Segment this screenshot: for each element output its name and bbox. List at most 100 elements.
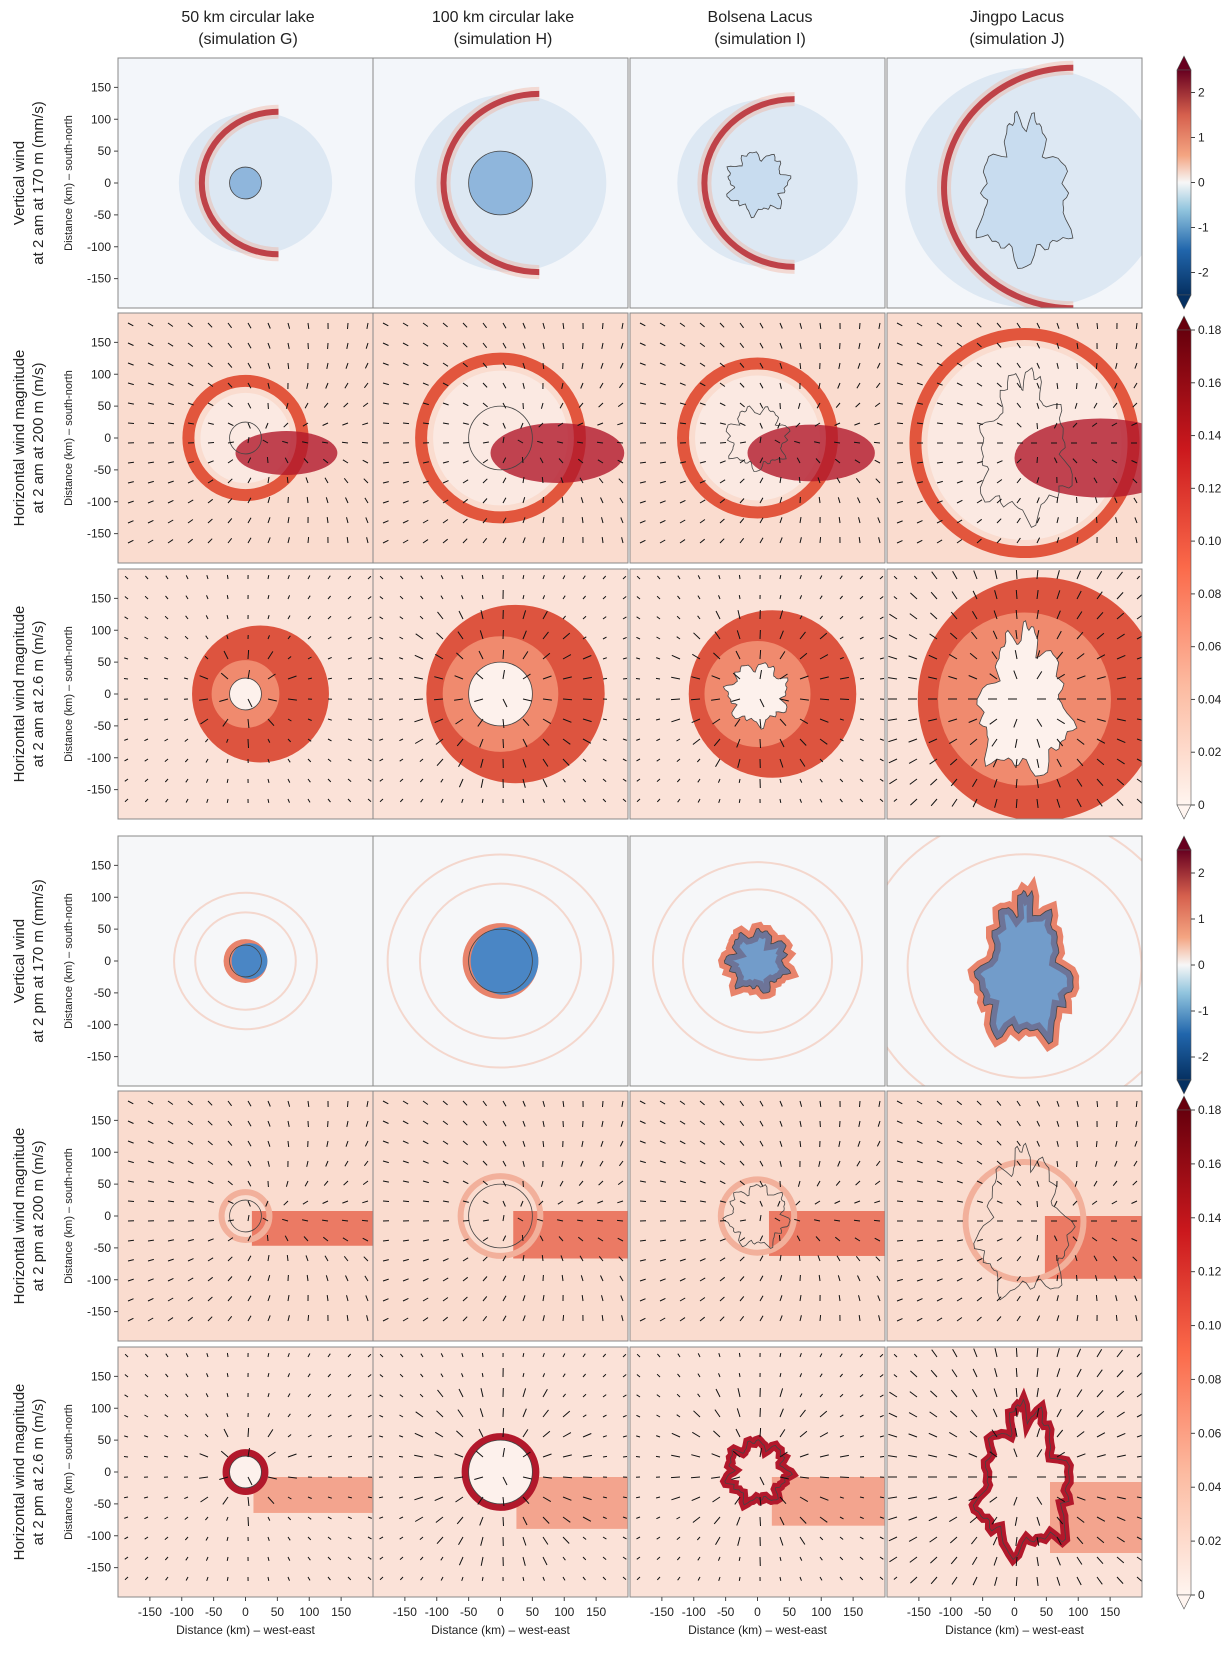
panel-grid	[117, 57, 1143, 1598]
panel-frame-r4-c1	[372, 1090, 629, 1342]
xtick-label-c1-2: -50	[460, 1605, 478, 1619]
ytick-label-r4-4: -50	[94, 1241, 112, 1255]
panel-frame-r1-c3	[886, 312, 1143, 564]
panel-r3-c3	[886, 835, 1143, 1087]
panel-r1-c3	[886, 312, 1143, 564]
ytick-label-r4-5: -100	[87, 1273, 111, 1287]
colorbar-horizontal-bottom-label-8: 0.02	[1198, 1534, 1222, 1548]
ytick-label-r1-0: 150	[91, 335, 111, 349]
y-axis-label-0: Distance (km) – south-north	[63, 115, 75, 251]
xtick-label-c1-3: 0	[497, 1605, 504, 1619]
colorbar-horizontal-top-label-4: 0.10	[1198, 534, 1222, 548]
y-axis-label-2: Distance (km) – south-north	[63, 626, 75, 762]
xtick-label-c3-3: 0	[1011, 1605, 1018, 1619]
panel-frame-r3-c1	[372, 835, 629, 1087]
panel-frame-r0-c3	[886, 57, 1143, 309]
panel-r0-c3	[886, 57, 1143, 309]
ytick-label-r1-4: -50	[94, 463, 112, 477]
xtick-label-c2-3: 0	[754, 1605, 761, 1619]
ytick-label-r3-1: 100	[91, 890, 111, 904]
panel-r5-c2	[629, 1346, 886, 1598]
xtick-label-c1-4: 50	[526, 1605, 540, 1619]
panel-frame-r1-c2	[629, 312, 886, 564]
panel-r1-c0	[117, 312, 374, 564]
ytick-label-r2-2: 50	[98, 655, 112, 669]
x-axis-label-c2: Distance (km) – west-east	[688, 1623, 827, 1637]
xtick-label-c2-4: 50	[783, 1605, 797, 1619]
ytick-label-r0-0: 150	[91, 80, 111, 94]
xtick-label-c3-5: 100	[1068, 1605, 1088, 1619]
panel-frame-r2-c3	[886, 568, 1143, 820]
panel-r3-c2	[629, 835, 886, 1087]
row-label-3-line1: Vertical wind	[11, 919, 28, 1003]
y-axis-label-3: Distance (km) – south-north	[63, 893, 75, 1029]
ytick-label-r4-6: -150	[87, 1305, 111, 1319]
panel-r5-c3	[886, 1346, 1143, 1598]
ytick-label-r3-0: 150	[91, 858, 111, 872]
xtick-label-c3-4: 50	[1040, 1605, 1054, 1619]
colorbar-horizontal-bottom-label-2: 0.14	[1198, 1211, 1222, 1225]
row-label-5-line1: Horizontal wind magnitude	[11, 1384, 28, 1561]
colorbar-vertical-top: 2 1 0 -1 -2	[1176, 55, 1209, 310]
ytick-label-r3-6: -150	[87, 1050, 111, 1064]
ytick-label-r0-1: 100	[91, 112, 111, 126]
ytick-label-r0-6: -150	[87, 272, 111, 286]
panel-r2-c1	[372, 568, 629, 820]
ytick-label-r2-4: -50	[94, 719, 112, 733]
ytick-label-r1-3: 0	[104, 431, 111, 445]
panel-frame-r4-c2	[629, 1090, 886, 1342]
col-subtitle-1: (simulation H)	[454, 31, 553, 48]
xtick-label-c3-0: -150	[907, 1605, 931, 1619]
col-title-3: Jingpo Lacus	[970, 9, 1064, 26]
xtick-label-c0-5: 100	[299, 1605, 319, 1619]
ytick-label-r1-6: -150	[87, 527, 111, 541]
colorbar-vertical-bottom: 2 1 0 -1 -2	[1176, 835, 1209, 1095]
ytick-label-r5-2: 50	[98, 1433, 112, 1447]
row-label-3-line2: at 2 pm at 170 m (mm/s)	[30, 879, 47, 1042]
ytick-label-r4-3: 0	[104, 1209, 111, 1223]
colorbar-horizontal-top-label-7: 0.04	[1198, 692, 1222, 706]
panel-frame-r4-c3	[886, 1090, 1143, 1342]
panel-r1-c2	[629, 312, 886, 564]
ytick-label-r2-3: 0	[104, 687, 111, 701]
col-title-0: 50 km circular lake	[181, 9, 314, 26]
xtick-label-c0-1: -100	[170, 1605, 194, 1619]
ytick-label-r5-3: 0	[104, 1465, 111, 1479]
ytick-label-r2-5: -100	[87, 751, 111, 765]
ytick-label-r3-3: 0	[104, 954, 111, 968]
panel-frame-r2-c1	[372, 568, 629, 820]
xtick-label-c2-6: 150	[843, 1605, 863, 1619]
colorbar-horizontal-top-label-8: 0.02	[1198, 745, 1222, 759]
panel-frame-r0-c1	[372, 57, 629, 309]
ytick-label-r2-0: 150	[91, 591, 111, 605]
ytick-label-r1-5: -100	[87, 495, 111, 509]
colorbar-horizontal-bottom-label-6: 0.06	[1198, 1426, 1222, 1440]
panel-r4-c0	[117, 1090, 374, 1342]
colorbar-horizontal-bottom-label-5: 0.08	[1198, 1372, 1222, 1386]
colorbar-horizontal-bottom-label-3: 0.12	[1198, 1265, 1222, 1279]
panel-r0-c0	[117, 57, 374, 309]
axes: 150 100 50 0 -50 -100 -150 150 100 50 0 -50 -100 -150…	[87, 80, 1120, 1637]
colorbar-vertical-bottom-label-1: 1	[1198, 912, 1205, 926]
colorbar-horizontal-bottom-label-4: 0.10	[1198, 1319, 1222, 1333]
colorbar-vertical-top-label-3: -1	[1198, 221, 1209, 235]
xtick-label-c0-4: 50	[271, 1605, 285, 1619]
row-label-0-line2: at 2 am at 170 m (mm/s)	[30, 101, 47, 264]
ytick-label-r0-3: 0	[104, 176, 111, 190]
ytick-label-r5-6: -150	[87, 1561, 111, 1575]
panel-r2-c3	[886, 568, 1143, 820]
column-titles: 50 km circular lake (simulation G) 100 k…	[181, 9, 1064, 48]
ytick-label-r3-2: 50	[98, 922, 112, 936]
ytick-label-r5-4: -50	[94, 1497, 112, 1511]
ytick-label-r3-5: -100	[87, 1018, 111, 1032]
ytick-label-r1-1: 100	[91, 367, 111, 381]
panel-r2-c0	[117, 568, 374, 820]
row-label-0-line1: Vertical wind	[11, 141, 28, 225]
panel-r4-c2	[629, 1090, 886, 1342]
xtick-label-c3-6: 150	[1100, 1605, 1120, 1619]
colorbar-vertical-bottom-label-0: 2	[1198, 866, 1205, 880]
ytick-label-r0-5: -100	[87, 240, 111, 254]
colorbar-horizontal-bottom-label-7: 0.04	[1198, 1480, 1222, 1494]
panel-r3-c0	[117, 835, 374, 1087]
y-axis-label-5: Distance (km) – south-north	[63, 1404, 75, 1540]
